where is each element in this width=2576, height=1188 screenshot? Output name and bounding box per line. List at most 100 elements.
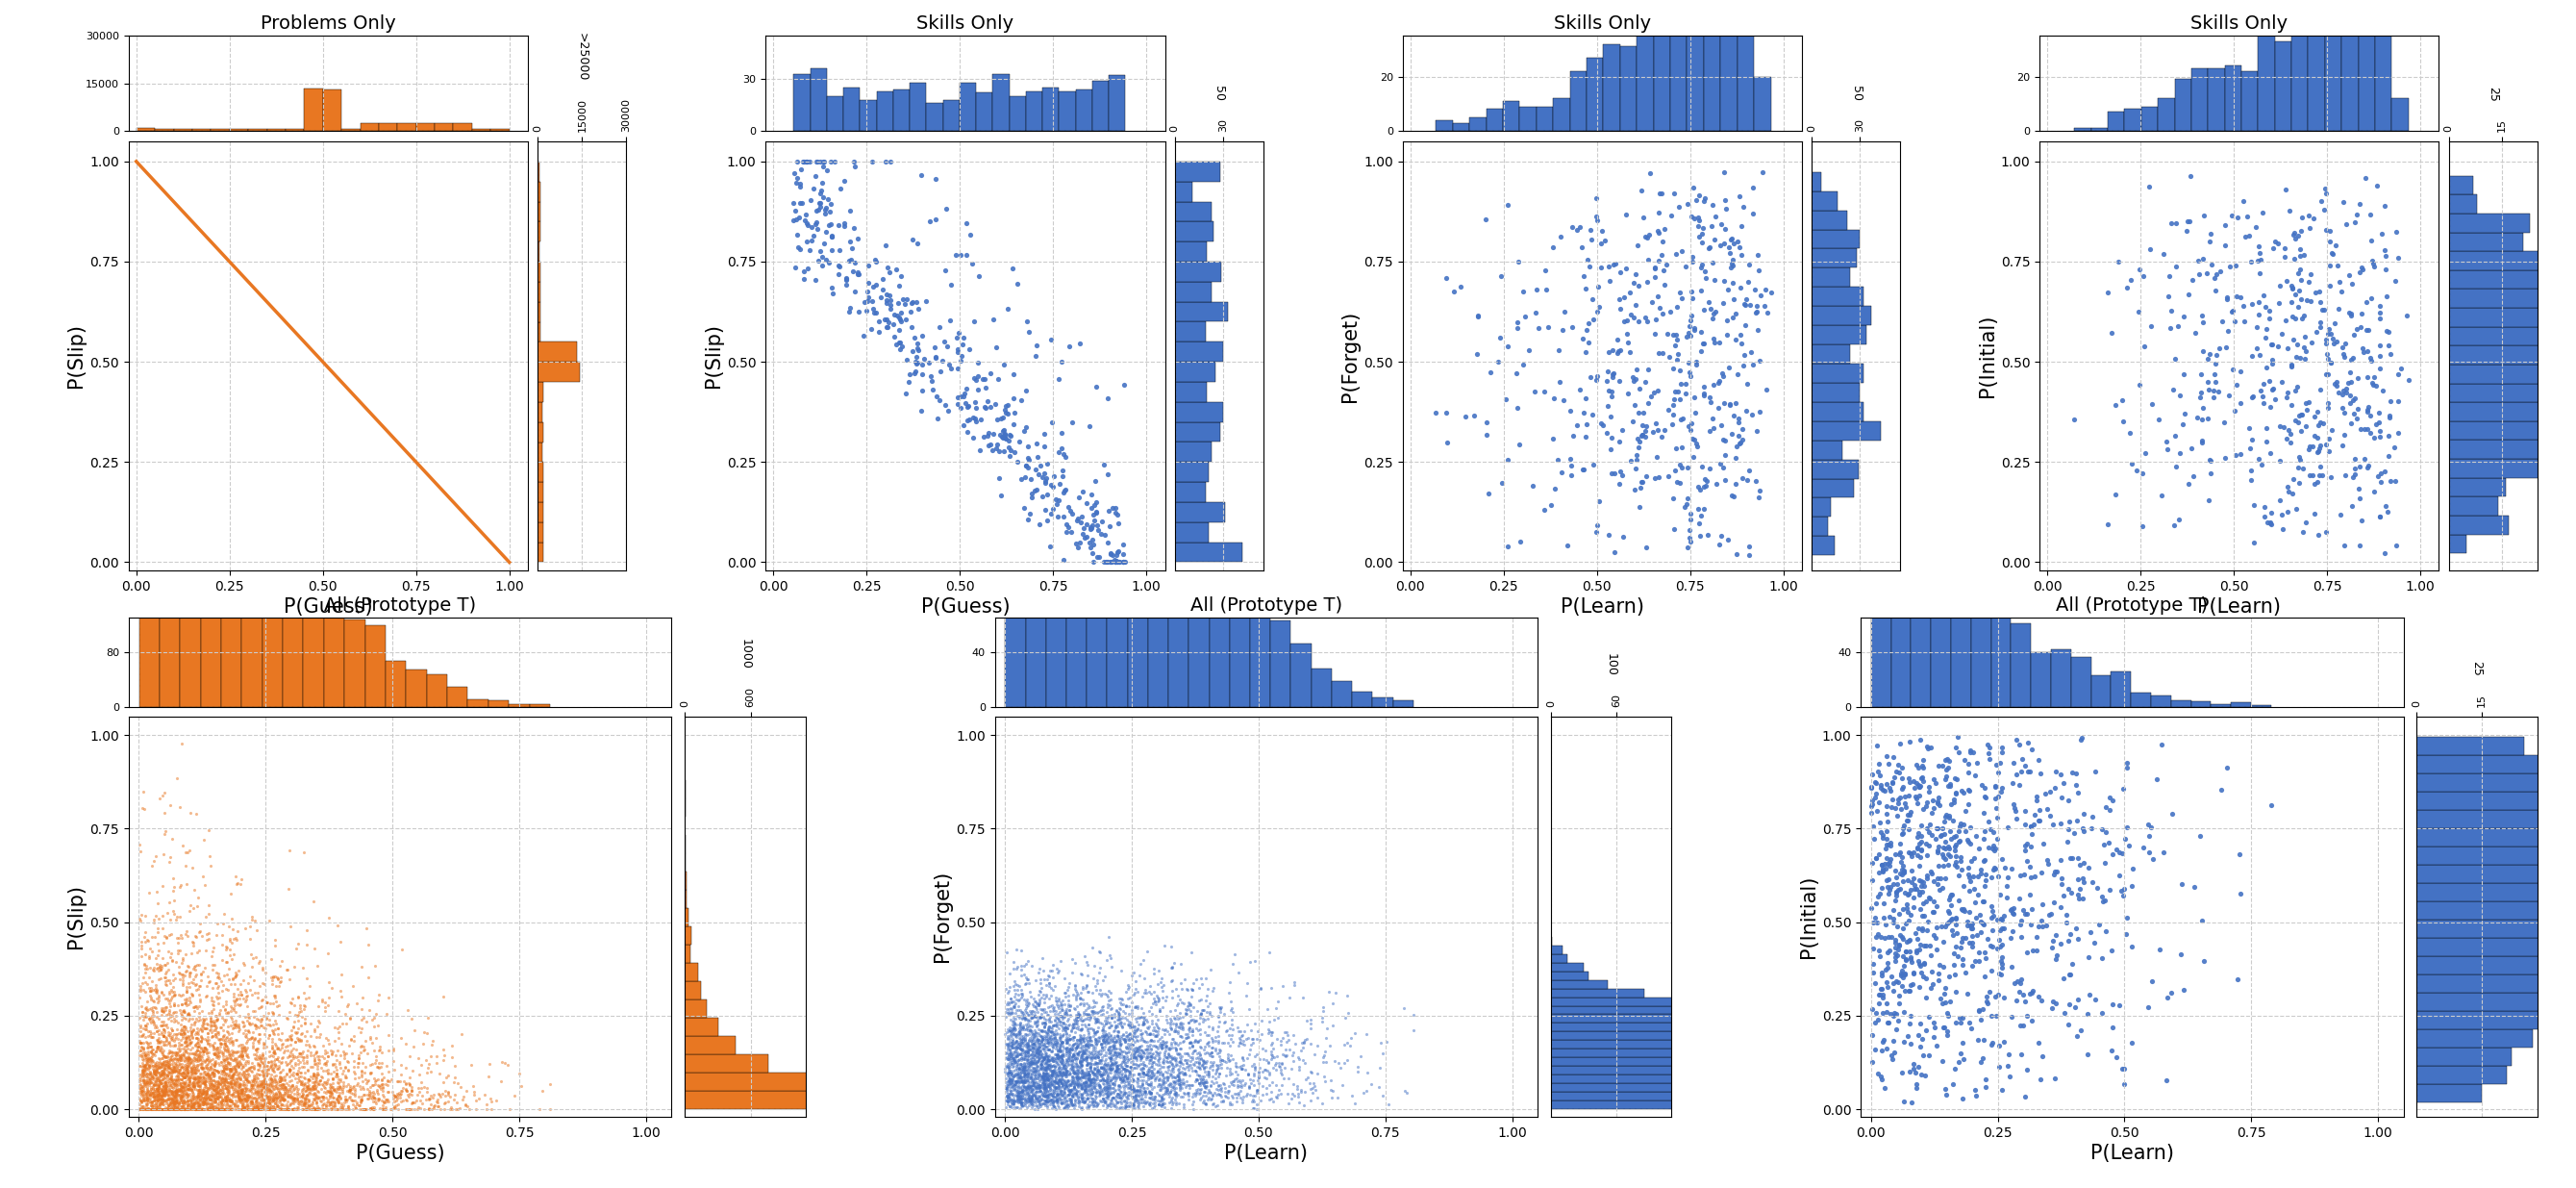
Point — [299, 1012, 340, 1031]
Point — [353, 1100, 394, 1119]
Point — [312, 1056, 353, 1075]
Point — [2027, 800, 2069, 819]
Point — [773, 210, 814, 229]
Point — [1010, 1086, 1051, 1105]
Point — [170, 1097, 211, 1116]
Point — [997, 1038, 1038, 1057]
Point — [1082, 1048, 1123, 1067]
Point — [1255, 1048, 1296, 1067]
Point — [1159, 954, 1200, 973]
Point — [1097, 1093, 1139, 1112]
Point — [1115, 1087, 1157, 1106]
Point — [142, 1056, 183, 1075]
Point — [1074, 1074, 1115, 1093]
Point — [2282, 208, 2324, 227]
Point — [214, 930, 255, 949]
Point — [1020, 969, 1061, 988]
Bar — [2275, 42, 2293, 131]
Point — [1079, 1062, 1121, 1081]
Point — [1963, 829, 2004, 848]
Point — [1074, 1078, 1115, 1097]
Point — [1079, 1041, 1121, 1060]
Point — [255, 1092, 296, 1111]
Point — [142, 845, 183, 864]
Point — [206, 1091, 247, 1110]
Point — [229, 1093, 270, 1112]
Point — [237, 988, 278, 1007]
Point — [173, 1087, 214, 1106]
Point — [1095, 1032, 1136, 1051]
Point — [804, 152, 845, 171]
Point — [2321, 436, 2362, 455]
Point — [147, 1061, 188, 1080]
Point — [131, 1100, 173, 1119]
Point — [304, 1055, 345, 1074]
Point — [147, 998, 188, 1017]
Point — [1981, 778, 2022, 797]
Point — [361, 1078, 402, 1097]
Point — [232, 1072, 273, 1091]
Point — [1164, 1044, 1206, 1063]
Point — [1074, 1064, 1115, 1083]
Point — [1597, 330, 1638, 349]
Point — [198, 1078, 240, 1097]
Point — [412, 1099, 453, 1118]
Point — [2303, 299, 2344, 318]
Point — [1030, 961, 1072, 980]
Point — [1030, 1063, 1072, 1082]
Point — [1007, 1022, 1048, 1041]
Point — [1054, 1074, 1095, 1093]
Point — [1924, 805, 1965, 824]
Point — [1036, 1036, 1077, 1055]
Point — [1144, 1069, 1185, 1088]
Point — [2040, 874, 2081, 893]
Point — [144, 1100, 185, 1119]
Point — [1010, 1091, 1051, 1110]
Point — [1976, 910, 2017, 929]
Point — [2331, 373, 2372, 392]
Point — [214, 1060, 255, 1079]
Point — [126, 1091, 167, 1110]
Point — [252, 1085, 294, 1104]
Point — [989, 1032, 1030, 1051]
Point — [1151, 1088, 1193, 1107]
Point — [180, 1051, 222, 1070]
Point — [2277, 226, 2318, 245]
Point — [1048, 1081, 1090, 1100]
Point — [134, 1094, 175, 1113]
Point — [1056, 1013, 1097, 1032]
Point — [1077, 1048, 1118, 1067]
Point — [204, 1070, 245, 1089]
Point — [219, 1100, 260, 1119]
Point — [376, 1087, 417, 1106]
Point — [183, 1012, 224, 1031]
Bar — [1721, 0, 1736, 131]
Point — [1193, 1094, 1234, 1113]
Point — [1242, 1085, 1283, 1104]
Point — [124, 1066, 165, 1085]
Point — [1115, 1081, 1157, 1100]
Point — [155, 1067, 196, 1086]
Point — [162, 1063, 204, 1082]
Point — [1157, 1070, 1198, 1089]
Point — [124, 906, 165, 925]
Point — [1012, 1091, 1054, 1110]
Point — [1023, 1038, 1064, 1057]
Point — [268, 1067, 309, 1086]
Point — [175, 1100, 216, 1119]
Point — [286, 1100, 327, 1119]
Point — [1069, 1006, 1110, 1025]
Point — [1901, 731, 1942, 750]
Point — [252, 1072, 294, 1091]
Point — [245, 1074, 286, 1093]
Point — [2210, 257, 2251, 276]
Point — [1046, 1075, 1087, 1094]
Point — [170, 1006, 211, 1025]
Point — [144, 968, 185, 987]
Point — [173, 1069, 214, 1088]
Point — [137, 934, 178, 953]
Point — [1090, 1076, 1131, 1095]
Point — [992, 1056, 1033, 1075]
Point — [1198, 1006, 1239, 1025]
Point — [309, 908, 350, 927]
